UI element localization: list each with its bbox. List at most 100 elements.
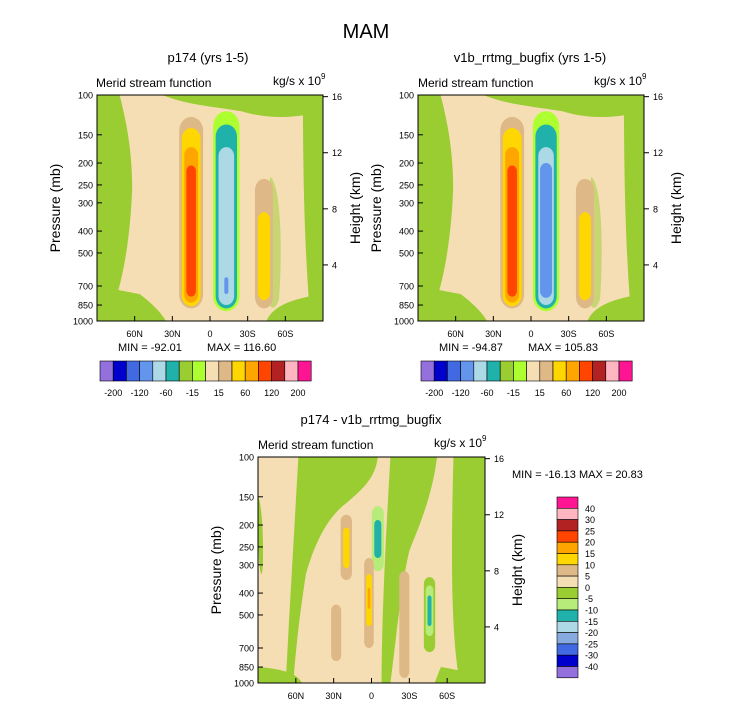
colorbar-swatch (126, 360, 140, 382)
y-axis-right: 16 12 8 4 (485, 454, 504, 632)
colorbar-swatch (556, 519, 579, 532)
colorbar-label: 60 (561, 388, 571, 398)
contour-region-neg-n (418, 95, 454, 321)
colorbar-swatch (556, 666, 579, 679)
colorbar-swatch (526, 360, 541, 382)
diff-neg-b-core (427, 595, 432, 627)
colorbar-swatch (218, 360, 233, 382)
y-axis-label: Pressure (mb) (208, 526, 224, 615)
colorbar-label: 200 (611, 388, 626, 398)
colorbar-label: -200 (425, 388, 443, 398)
min-label: MIN = -92.01 (118, 342, 182, 354)
panel-left-title: Merid stream function (96, 76, 211, 90)
y-axis-left: 100 150 200 250 300 400 500 700 850 1000 (73, 91, 102, 327)
panel-difference: p174 - v1b_rrtmg_bugfix Merid stream fun… (208, 412, 643, 701)
y-tick-label: 500 (399, 248, 414, 258)
contour-cell-negative-2 (218, 147, 235, 306)
y-right-tick-label: 4 (653, 260, 658, 270)
colorbar-horizontal-right: -200 -120 -60 -15 15 60 120 200 (420, 360, 633, 398)
colorbar-swatch (231, 360, 246, 382)
colorbar-swatch (556, 609, 579, 622)
colorbar-swatch (284, 360, 299, 382)
colorbar-swatch (112, 360, 127, 382)
colorbar-label: -20 (585, 628, 598, 638)
colorbar-swatch (192, 360, 206, 382)
colorbar-swatch (592, 360, 607, 382)
y-axis-left: 100 150 200 250 300 400 500 700 850 1000 (394, 91, 423, 327)
panel-left-title: Merid stream function (418, 76, 533, 90)
y-tick-label: 400 (239, 589, 254, 599)
colorbar-swatch (433, 360, 448, 382)
colorbar-swatch (565, 360, 580, 382)
colorbar-label: -120 (131, 388, 149, 398)
colorbar-label: -25 (585, 639, 598, 649)
colorbar-swatch (556, 564, 579, 577)
x-tick-label: 30N (485, 329, 502, 339)
contour-cell-positive-3 (186, 165, 196, 297)
y-tick-label: 150 (399, 130, 414, 140)
colorbar-swatch (539, 360, 554, 382)
x-tick-label: 60S (277, 329, 293, 339)
y-tick-label: 200 (399, 159, 414, 169)
y-right-tick-label: 4 (494, 622, 499, 632)
contour-cell-ferrel-1 (257, 212, 271, 301)
colorbar-label: -5 (585, 594, 593, 604)
colorbar-label: 60 (240, 388, 250, 398)
units-label: kg/s x 109 (434, 434, 487, 450)
y-right-tick-label: 4 (332, 260, 337, 270)
max-label: MAX = 105.83 (528, 342, 598, 354)
y-axis-label: Pressure (mb) (47, 164, 63, 253)
y-tick-label: 100 (78, 91, 93, 101)
contour-background (97, 95, 323, 321)
colorbar-swatch (556, 541, 579, 554)
y-tick-label: 700 (78, 281, 93, 291)
colorbar-label: 15 (535, 388, 545, 398)
colorbar-swatch (205, 360, 220, 382)
panel-left-title: Merid stream function (258, 438, 373, 452)
colorbar-label: 25 (585, 526, 595, 536)
y-tick-label: 150 (78, 130, 93, 140)
x-tick-label: 0 (207, 329, 212, 339)
colorbar-label: 5 (585, 572, 590, 582)
colorbar-swatch (271, 360, 286, 382)
colorbar-label: -30 (585, 651, 598, 661)
colorbar-swatch (99, 360, 114, 382)
diff-region-neg-low (258, 667, 303, 683)
contour-field (418, 95, 644, 321)
x-axis: 60N 30N 0 30S 60S (126, 316, 293, 339)
colorbar-swatch (178, 360, 193, 382)
contour-region-neg-n-low (97, 285, 167, 321)
y-right-tick-label: 12 (653, 148, 663, 158)
colorbar-label: 120 (585, 388, 600, 398)
diff-pos-d (399, 571, 410, 678)
y-tick-label: 200 (239, 521, 254, 531)
colorbar-label: -200 (104, 388, 122, 398)
y-tick-label: 850 (399, 301, 414, 311)
units-label: kg/s x 109 (594, 72, 647, 88)
panel-title: v1b_rrtmg_bugfix (yrs 1-5) (454, 50, 606, 65)
colorbar-swatch (152, 360, 167, 382)
x-tick-label: 30S (240, 329, 256, 339)
colorbar-label: 120 (264, 388, 279, 398)
x-axis: 60N 30N 0 30S 60S (447, 316, 614, 339)
y-axis-right-label: Height (km) (668, 172, 684, 244)
x-tick-label: 60N (447, 329, 464, 339)
colorbar-swatch (556, 507, 579, 520)
x-tick-label: 60N (288, 691, 305, 701)
colorbar-horizontal-left: -200 -120 -60 -15 15 60 120 200 (99, 360, 312, 398)
colorbar-label: 15 (214, 388, 224, 398)
contour-region-neg-s (302, 95, 323, 321)
x-tick-label: 30S (561, 329, 577, 339)
diff-pos-a-core (343, 527, 350, 569)
colorbar-swatch (556, 620, 579, 633)
colorbar-swatch (605, 360, 620, 382)
colorbar-swatch (139, 360, 154, 382)
colorbar-swatch (258, 360, 272, 382)
y-axis-right-label: Height (km) (509, 534, 525, 606)
panel-p174: p174 (yrs 1-5) Merid stream function kg/… (47, 50, 363, 354)
colorbar-label: 0 (585, 583, 590, 593)
colorbar-swatch (552, 360, 567, 382)
y-right-tick-label: 12 (494, 510, 504, 520)
